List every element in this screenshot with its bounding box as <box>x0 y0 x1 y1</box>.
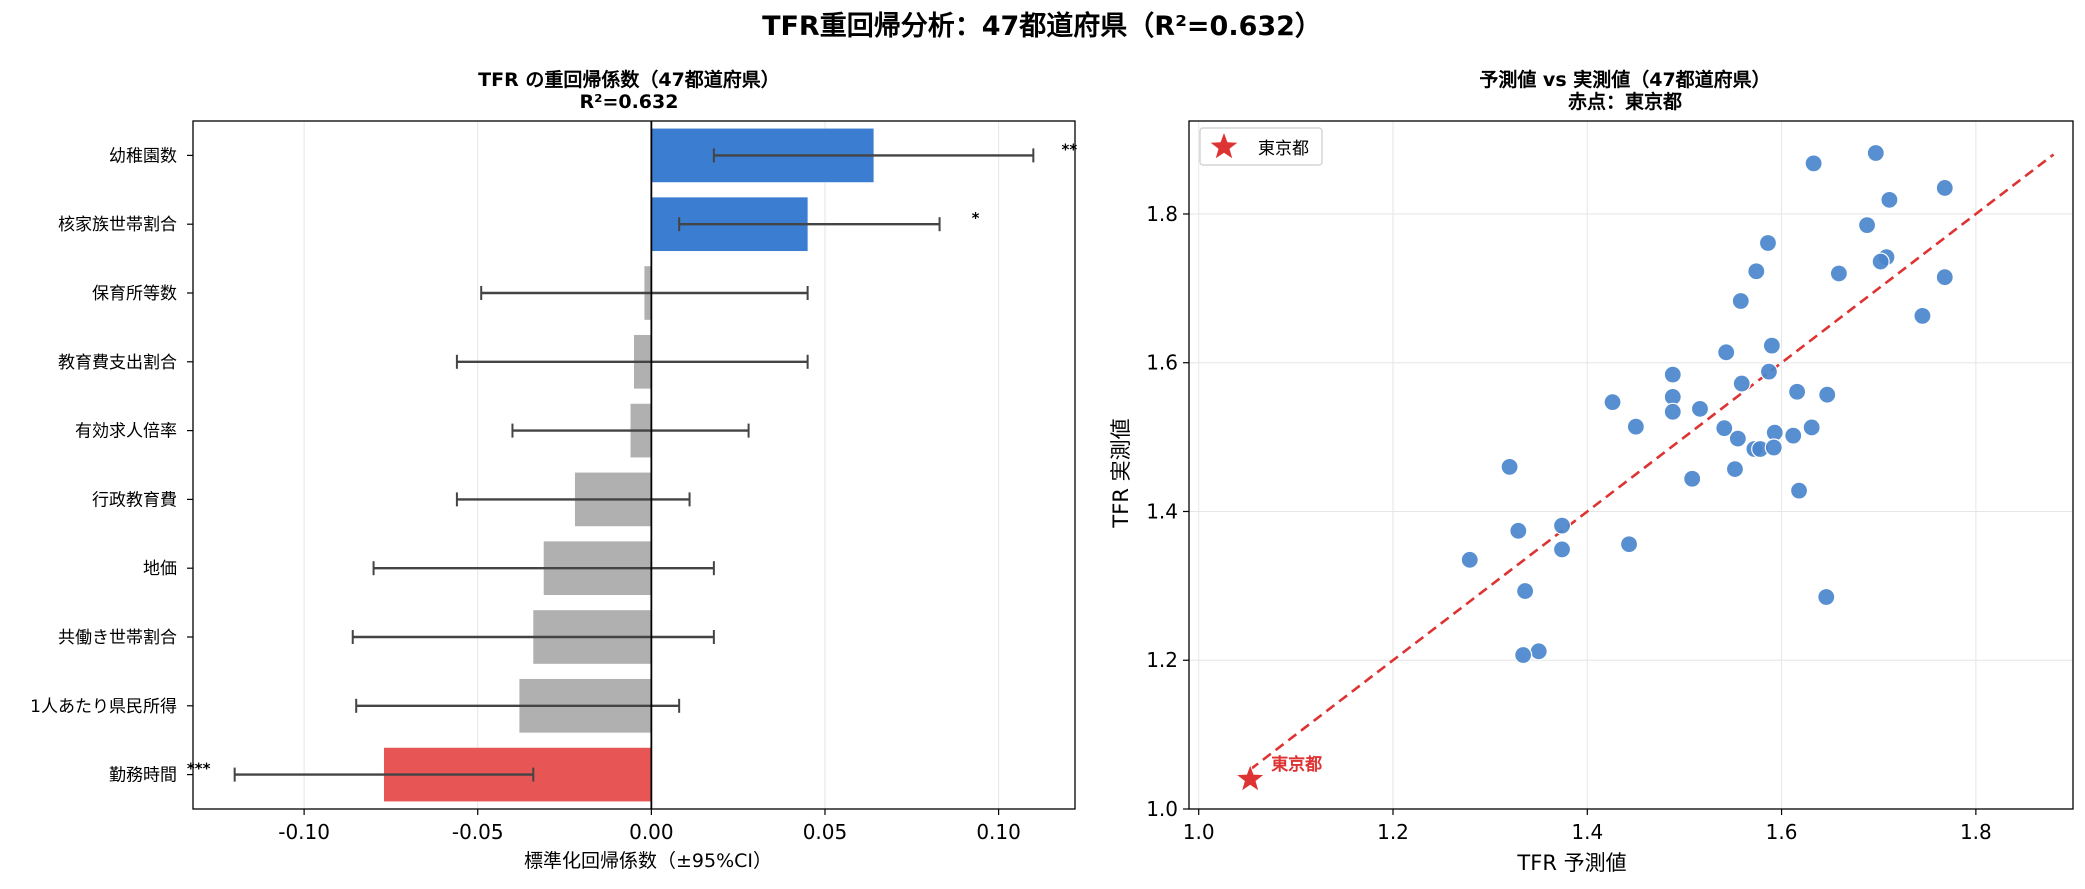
scatter-point <box>1784 426 1803 445</box>
legend-star-icon <box>1210 133 1238 159</box>
category-label: 行政教育費 <box>92 490 177 510</box>
scatter-legend: 東京都 <box>1199 127 1323 166</box>
y-tick-label: 1.2 <box>1146 648 1178 672</box>
scatter-point <box>1663 365 1682 384</box>
scatter-point <box>1880 190 1899 209</box>
scatter-chart-subtitle: 赤点：東京都 <box>1568 90 1682 113</box>
scatter-point <box>1717 343 1736 362</box>
scatter-point <box>1725 459 1745 479</box>
x-tick-label: -0.05 <box>452 820 504 844</box>
scatter-point <box>1552 540 1572 559</box>
category-label: 核家族世帯割合 <box>58 215 177 235</box>
legend-label: 東京都 <box>1258 139 1309 159</box>
scatter-points <box>1460 143 1954 665</box>
scatter-point <box>1460 550 1479 569</box>
scatter-point <box>1762 336 1781 355</box>
scatter-point <box>1857 216 1877 235</box>
coef-error-bars <box>233 148 1035 782</box>
scatter-point <box>1802 418 1821 437</box>
scatter-point <box>1619 535 1639 554</box>
tokyo-point-label: 東京都 <box>1271 754 1322 775</box>
x-tick-label: 0.05 <box>803 820 848 844</box>
scatter-point <box>1731 291 1750 311</box>
scatter-point <box>1789 481 1809 500</box>
scatter-point <box>1817 587 1836 607</box>
prediction-scatter-chart: 予測値 vs 実測値（47都道府県） 赤点：東京都 東京都 1.0 1.2 1.4 1… <box>1109 68 2074 875</box>
category-label: 教育費支出割合 <box>58 353 177 373</box>
scatter-point <box>1715 419 1734 438</box>
coef-x-axis-label: 標準化回帰係数（±95%CI） <box>524 850 772 872</box>
scatter-point <box>1603 393 1622 412</box>
category-label: 有効求人倍率 <box>75 422 177 442</box>
tokyo-highlight: 東京都 <box>1234 754 1322 793</box>
scatter-axes-frame <box>1188 120 2074 810</box>
scatter-point <box>1788 382 1807 401</box>
scatter-point <box>1935 268 1954 287</box>
x-tick-label: 1.0 <box>1183 820 1215 844</box>
x-tick-label: 1.2 <box>1377 820 1409 844</box>
scatter-point <box>1866 143 1885 163</box>
coef-axes-frame <box>192 120 1076 810</box>
y-tick-label: 1.8 <box>1146 202 1178 226</box>
scatter-point <box>1935 178 1954 198</box>
scatter-point <box>1690 399 1710 418</box>
tokyo-star-point <box>1234 762 1266 793</box>
category-label: 保育所等数 <box>92 284 177 304</box>
scatter-point <box>1500 457 1519 476</box>
scatter-point <box>1516 581 1535 601</box>
scatter-point <box>1871 252 1890 271</box>
scatter-point <box>1514 645 1533 665</box>
reference-diagonal-line <box>1249 153 2055 771</box>
coef-category-labels: 幼稚園数核家族世帯割合保育所等数教育費支出割合有効求人倍率行政教育費地価共働き世… <box>30 146 193 786</box>
scatter-point <box>1804 154 1823 173</box>
coef-chart-subtitle: R²=0.632 <box>580 91 679 113</box>
x-tick-label: 0.10 <box>976 820 1021 844</box>
significance-mark: * <box>972 209 980 227</box>
scatter-point <box>1747 262 1766 281</box>
scatter-chart-title: 予測値 vs 実測値（47都道府県） <box>1479 68 1770 91</box>
scatter-point <box>1509 521 1528 540</box>
category-label: 共働き世帯割合 <box>58 628 177 648</box>
x-tick-label: 1.4 <box>1571 820 1603 844</box>
scatter-y-tick-labels: 1.0 1.2 1.4 1.6 1.8 <box>1146 202 1189 821</box>
scatter-point <box>1732 374 1751 393</box>
coef-x-tick-labels: -0.10 -0.05 0.00 0.05 0.10 <box>278 809 1021 844</box>
scatter-point <box>1758 233 1778 253</box>
category-label: 幼稚園数 <box>109 146 177 166</box>
x-tick-label: 1.8 <box>1960 820 1992 844</box>
figure-suptitle: TFR重回帰分析：47都道府県（R²=0.632） <box>762 10 1322 42</box>
coef-chart-title: TFR の重回帰係数（47都道府県） <box>478 68 780 91</box>
scatter-point <box>1663 402 1682 421</box>
x-tick-label: 0.00 <box>629 820 674 844</box>
scatter-point <box>1764 438 1783 457</box>
scatter-x-axis-label: TFR 予測値 <box>1516 851 1626 875</box>
scatter-point <box>1626 417 1645 436</box>
scatter-point <box>1529 642 1548 661</box>
y-tick-label: 1.0 <box>1146 797 1178 821</box>
scatter-point <box>1683 469 1702 488</box>
scatter-point <box>1818 385 1837 404</box>
y-tick-label: 1.6 <box>1146 351 1178 375</box>
category-label: 1人あたり県民所得 <box>30 697 177 717</box>
coefficient-chart: TFR の重回帰係数（47都道府県） R²=0.632 ****** 幼稚園数核… <box>30 68 1077 872</box>
category-label: 勤務時間 <box>109 766 177 786</box>
scatter-point <box>1829 264 1848 283</box>
scatter-point <box>1728 429 1747 448</box>
category-label: 地価 <box>143 559 177 579</box>
scatter-point <box>1552 516 1572 535</box>
scatter-point <box>1913 306 1932 325</box>
scatter-y-axis-label: TFR 実測値 <box>1109 418 1133 528</box>
x-tick-label: 1.6 <box>1766 820 1798 844</box>
scatter-x-tick-labels: 1.0 1.2 1.4 1.6 1.8 <box>1183 809 1992 844</box>
x-tick-label: -0.10 <box>278 820 330 844</box>
significance-mark: ** <box>1061 140 1077 158</box>
scatter-point <box>1759 362 1779 381</box>
y-tick-label: 1.4 <box>1146 499 1178 523</box>
